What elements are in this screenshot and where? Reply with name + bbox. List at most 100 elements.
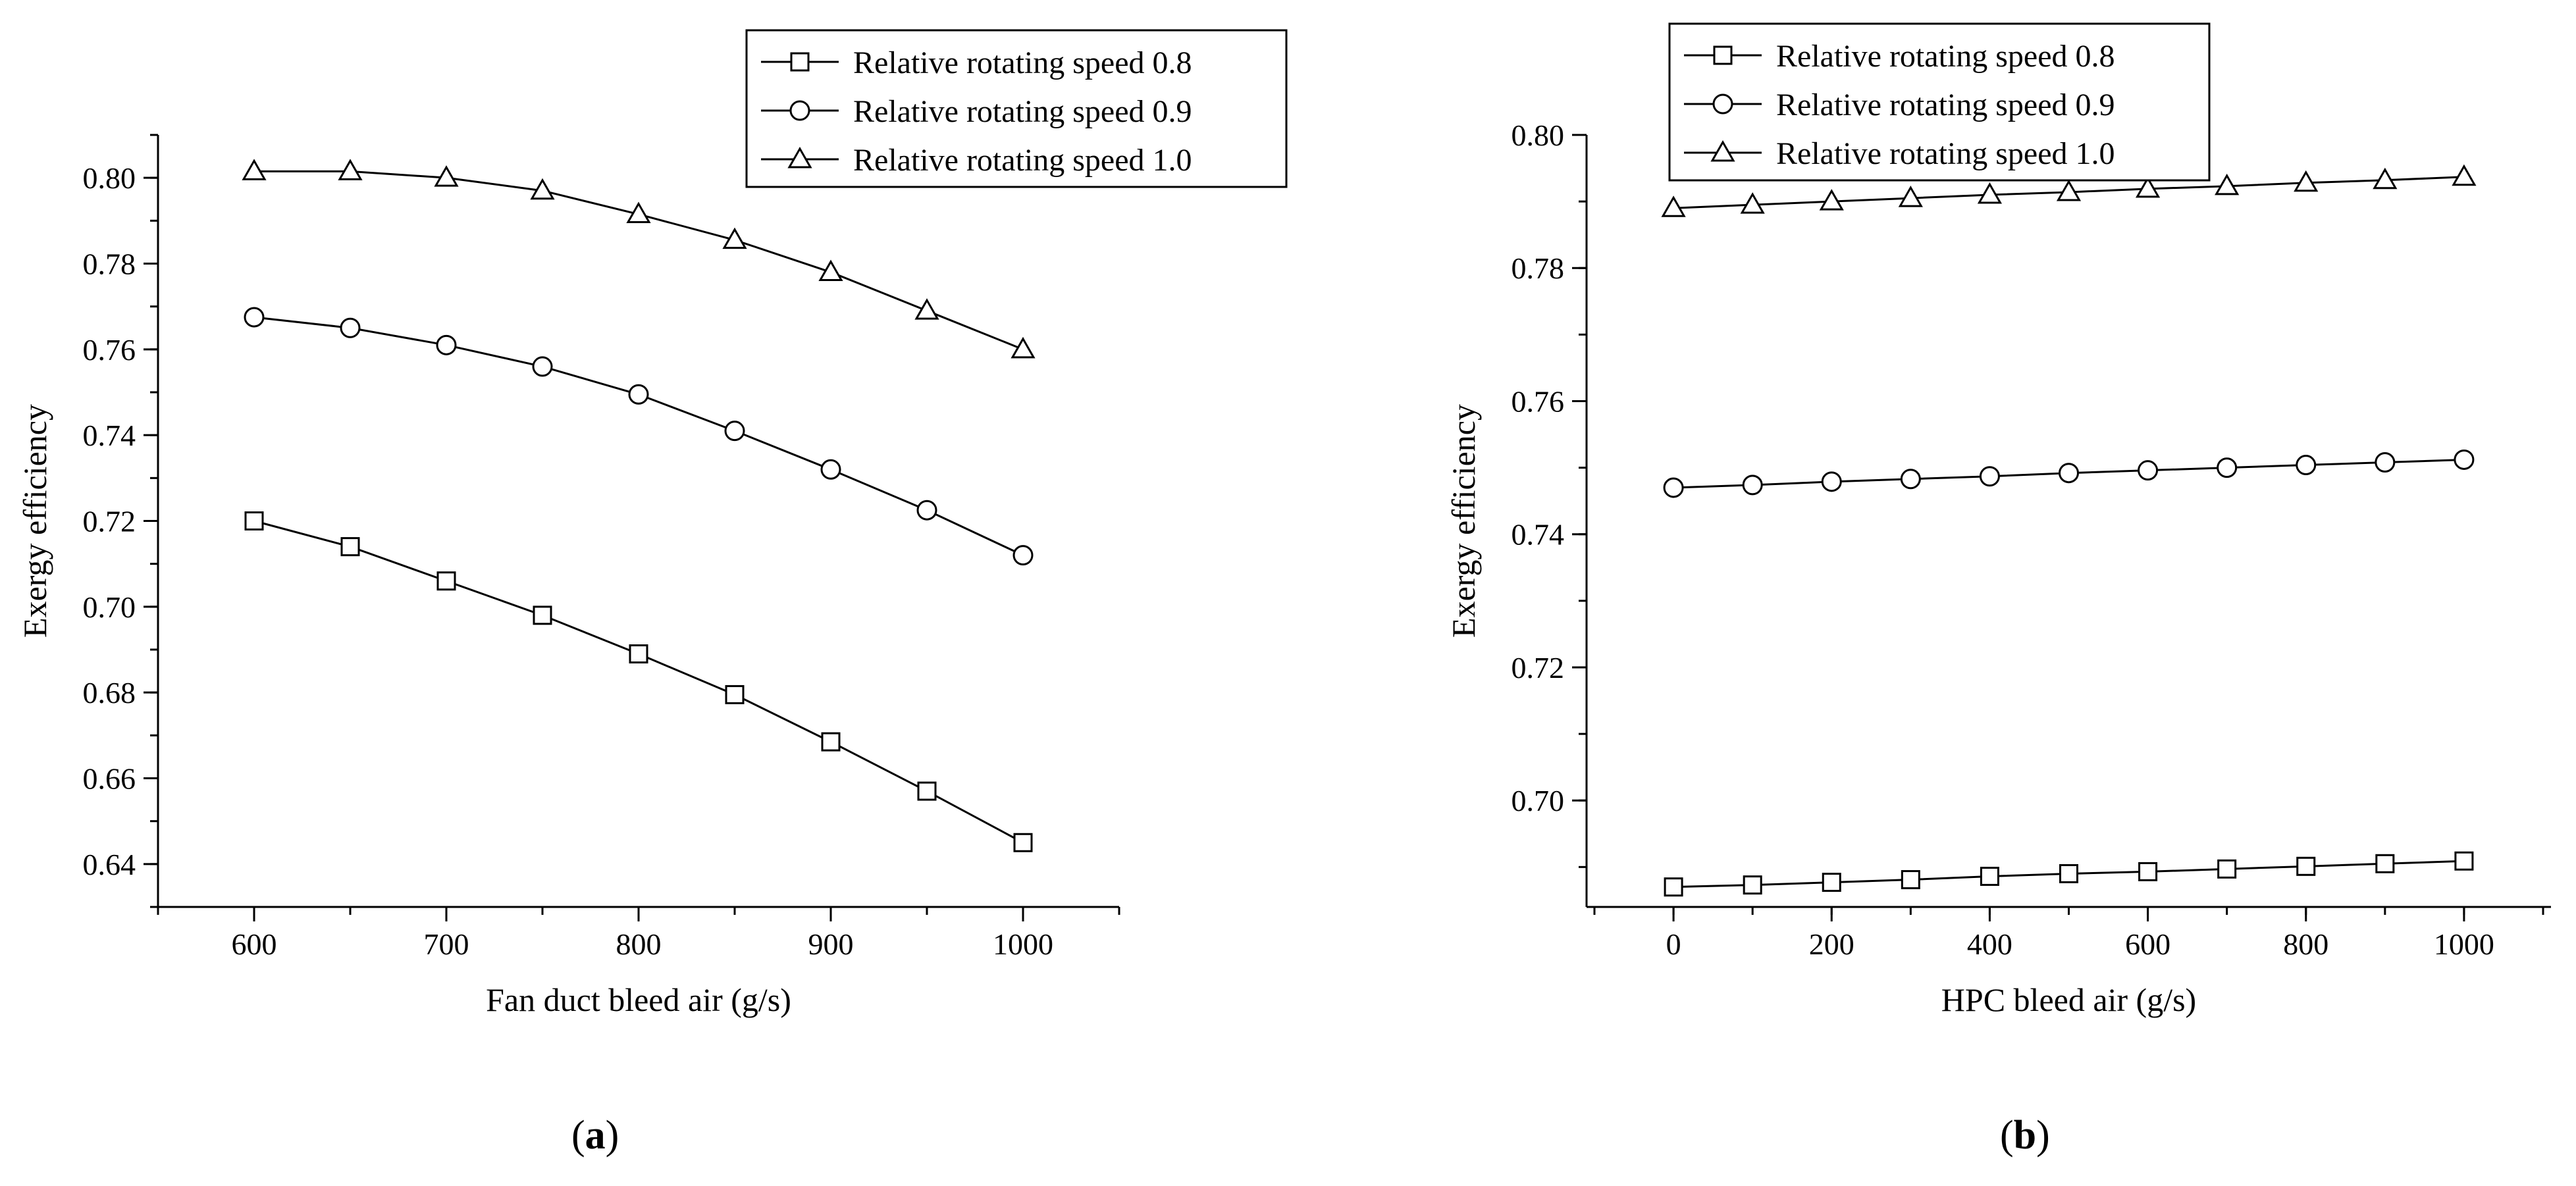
legend: Relative rotating speed 0.8 Relative rota… xyxy=(1668,22,2211,182)
y-tick-label: 0.74 xyxy=(83,419,136,452)
data-point xyxy=(1012,545,1034,566)
data-point xyxy=(725,684,745,704)
y-tick-label: 0.70 xyxy=(1511,784,1565,817)
x-tick-label: 900 xyxy=(808,927,854,961)
series-triangle xyxy=(1661,164,2477,217)
data-point xyxy=(2454,851,2474,871)
series-circle xyxy=(1663,449,2475,498)
data-point xyxy=(626,201,651,224)
data-point xyxy=(242,159,267,180)
y-tick-label: 0.80 xyxy=(83,161,136,195)
data-point xyxy=(2059,463,2079,484)
data-point xyxy=(340,317,361,338)
data-point xyxy=(532,356,553,377)
y-tick-label: 0.66 xyxy=(83,762,136,796)
y-tick-label: 0.70 xyxy=(83,590,136,624)
y-tick-label: 0.78 xyxy=(83,247,136,281)
data-point xyxy=(722,227,747,249)
data-point xyxy=(1898,186,1923,207)
caption-a-letter: a xyxy=(585,1113,606,1158)
data-point xyxy=(2217,457,2238,478)
data-point xyxy=(1663,477,1684,498)
x-tick-label: 800 xyxy=(616,927,662,961)
data-point xyxy=(2138,862,2158,881)
data-point xyxy=(1977,182,2003,204)
legend-box xyxy=(745,29,1288,188)
data-point xyxy=(1822,873,1841,892)
data-point xyxy=(1664,877,1683,897)
x-tick-label: 400 xyxy=(1967,927,2012,961)
data-point xyxy=(1901,870,1920,890)
legend-label: Relative rotating speed 0.9 xyxy=(1776,88,2115,122)
x-tick-label: 1000 xyxy=(2434,927,2494,961)
series-square xyxy=(1664,851,2474,897)
data-point xyxy=(724,421,745,442)
x-tick-label: 200 xyxy=(1809,927,1854,961)
data-point xyxy=(2138,460,2159,481)
data-point xyxy=(2135,176,2161,198)
legend-box xyxy=(1668,22,2211,182)
data-point xyxy=(1013,833,1033,852)
caption-b-letter: b xyxy=(2013,1113,2037,1158)
y-tick-label: 0.80 xyxy=(1511,118,1565,152)
data-point xyxy=(629,644,648,664)
data-point xyxy=(1900,469,1921,490)
data-point xyxy=(2452,164,2477,186)
data-point xyxy=(340,537,360,557)
data-point xyxy=(436,571,456,591)
data-point xyxy=(821,732,841,752)
x-tick-label: 600 xyxy=(2125,927,2170,961)
data-point xyxy=(2296,455,2317,476)
data-point xyxy=(2454,449,2475,470)
data-point xyxy=(434,165,459,187)
series-line xyxy=(254,170,1024,351)
legend-marker xyxy=(1713,45,1733,65)
data-point xyxy=(2056,179,2082,201)
data-point xyxy=(1821,471,1842,492)
y-tick-label: 0.78 xyxy=(1511,251,1565,285)
y-tick-label: 0.76 xyxy=(1511,384,1565,418)
data-point xyxy=(914,298,939,320)
data-point xyxy=(2294,170,2319,192)
data-point xyxy=(1979,466,2000,487)
x-axis-label: Fan duct bleed air (g/s) xyxy=(486,981,791,1018)
legend-label: Relative rotating speed 1.0 xyxy=(853,143,1192,178)
data-point xyxy=(2296,856,2316,876)
y-axis-label: Exergy efficiency xyxy=(1445,404,1482,638)
series-line xyxy=(253,520,1024,844)
data-point xyxy=(244,307,265,328)
legend-marker xyxy=(787,146,812,168)
series-triangle xyxy=(242,159,1036,359)
data-point xyxy=(2215,173,2240,195)
data-point xyxy=(818,259,843,282)
legend-label: Relative rotating speed 0.8 xyxy=(853,45,1192,80)
data-point xyxy=(2375,854,2395,873)
data-point xyxy=(2375,452,2396,473)
data-point xyxy=(1661,195,1686,217)
legend-marker xyxy=(789,100,810,121)
data-point xyxy=(530,178,555,200)
data-point xyxy=(820,459,841,480)
legend-marker xyxy=(1710,140,1735,162)
y-tick-label: 0.72 xyxy=(1511,651,1565,684)
x-tick-label: 600 xyxy=(232,927,277,961)
data-point xyxy=(1742,475,1763,496)
series-line xyxy=(253,316,1024,556)
x-tick-label: 800 xyxy=(2283,927,2328,961)
x-axis-label: HPC bleed air (g/s) xyxy=(1941,981,2196,1018)
data-point xyxy=(244,511,264,530)
legend: Relative rotating speed 0.8 Relative rota… xyxy=(745,29,1288,188)
data-point xyxy=(917,781,937,801)
data-point xyxy=(1819,189,1844,211)
legend-marker xyxy=(1712,93,1733,115)
data-point xyxy=(916,500,937,521)
data-point xyxy=(628,384,649,405)
legend-label: Relative rotating speed 0.9 xyxy=(853,94,1192,129)
x-tick-label: 1000 xyxy=(993,927,1053,961)
y-tick-label: 0.64 xyxy=(83,848,136,881)
caption-a: (a) xyxy=(571,1113,619,1158)
caption-b: (b) xyxy=(2000,1113,2050,1158)
data-point xyxy=(1011,336,1036,359)
data-point xyxy=(338,159,363,180)
